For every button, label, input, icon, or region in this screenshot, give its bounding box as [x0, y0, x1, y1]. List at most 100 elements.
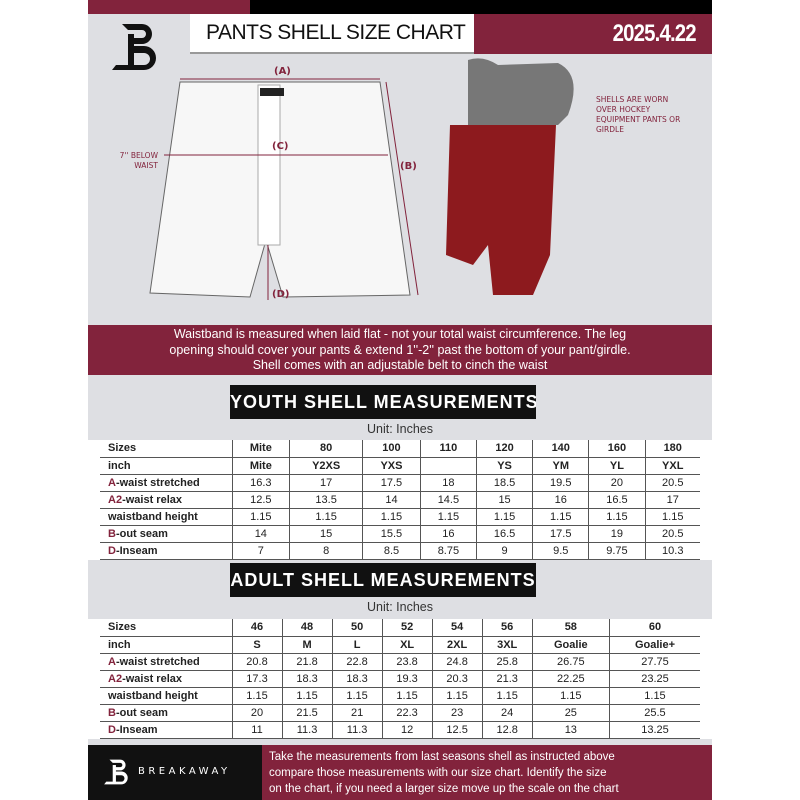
table-cell: 19: [588, 525, 645, 543]
table-cell: 20.8: [231, 653, 283, 671]
table-cell: 20.3: [431, 670, 483, 688]
table-cell: 180: [644, 440, 700, 458]
label-d: (D): [272, 289, 290, 300]
table-cell: 16.3: [231, 474, 290, 492]
table-row: inch S M L XL 2XL 3XL Goalie Goalie+: [100, 636, 700, 654]
table-cell: 16.5: [475, 525, 533, 543]
table-cell: 9.5: [532, 542, 589, 560]
table-cell: 20.5: [644, 525, 700, 543]
row-label-text: inch: [108, 638, 131, 651]
table-cell: 56: [481, 619, 533, 637]
shell-note: SHELLS ARE WORN OVER HOCKEY EQUIPMENT PA…: [596, 95, 681, 134]
table-cell: 25.8: [481, 653, 533, 671]
row-label: B-out seam: [100, 704, 232, 722]
table-cell: 25.5: [608, 704, 700, 722]
page-title: PANTS SHELL SIZE CHART: [190, 14, 474, 54]
breakaway-logo: [112, 24, 156, 70]
footer-line: on the chart, if you need a larger size …: [269, 783, 619, 795]
table-cell: 1.15: [608, 687, 700, 705]
table-cell: 23.8: [381, 653, 433, 671]
row-label-text: -out seam: [115, 527, 168, 540]
table-cell: 50: [331, 619, 383, 637]
table-cell: 13.5: [289, 491, 363, 509]
table-cell: Y2XS: [289, 457, 363, 475]
measure-key: A2: [108, 493, 123, 506]
row-label-text: -waist relax: [122, 493, 182, 506]
table-cell: 1.15: [644, 508, 700, 526]
footer-line: compare those measurements with our size…: [269, 767, 607, 779]
table-cell: 140: [532, 440, 589, 458]
table-cell: 17.3: [231, 670, 283, 688]
table-cell: 21.3: [481, 670, 533, 688]
table-cell: 1.15: [231, 508, 290, 526]
table-cell: 24: [481, 704, 533, 722]
table-cell: 120: [475, 440, 533, 458]
row-label-text: waistband height: [108, 689, 198, 702]
table-cell: 9.75: [588, 542, 645, 560]
table-cell: M: [281, 636, 333, 654]
row-label-text: -waist stretched: [115, 655, 200, 668]
table-cell: 80: [289, 440, 363, 458]
table-cell: 22.8: [331, 653, 383, 671]
row-label-text: waistband height: [108, 510, 198, 523]
table-cell: 21: [331, 704, 383, 722]
shorts-diagram: [149, 58, 574, 300]
table-cell: 100: [362, 440, 421, 458]
table-cell: 12.8: [481, 721, 533, 739]
row-label: Sizes: [100, 619, 232, 637]
table-cell: 20: [231, 704, 283, 722]
table-cell: 25: [531, 704, 610, 722]
row-label: inch: [100, 636, 232, 654]
table-cell: 60: [608, 619, 700, 637]
table-cell: 15: [289, 525, 363, 543]
table-cell: 18.3: [281, 670, 333, 688]
table-cell: 1.15: [281, 687, 333, 705]
label-b: (B): [400, 161, 417, 172]
table-row: Sizes 46 48 50 52 54 56 58 60: [100, 619, 700, 637]
table-row: waistband height 1.15 1.15 1.15 1.15 1.15 1.15…: [100, 508, 700, 526]
table-row: inch Mite Y2XS YXS YS YM YL YXL: [100, 457, 700, 475]
table-cell: 1.15: [475, 508, 533, 526]
table-row: A2-waist relax 17.3 18.3 18.3 19.3 20.3 21.3 22…: [100, 670, 700, 688]
table-cell: 1.15: [419, 508, 477, 526]
diagram: (A) (C) (B) (D) 7'' BELOW WAIST SHELLS A…: [88, 55, 712, 325]
measure-key: A2: [108, 672, 123, 685]
table-cell: 24.8: [431, 653, 483, 671]
table-cell: YS: [475, 457, 533, 475]
banner-line: Waistband is measured when laid flat - n…: [173, 327, 627, 341]
row-label-text: -waist stretched: [115, 476, 200, 489]
table-cell: 11.3: [281, 721, 333, 739]
row-label-text: inch: [108, 459, 131, 472]
table-cell: 17: [289, 474, 363, 492]
youth-table: Sizes Mite 80 100 110 120 140 160 180 inch Mite Y2X…: [100, 440, 700, 560]
footer-brand: BREAKAWAY: [88, 745, 262, 800]
table-cell: 17.5: [362, 474, 421, 492]
table-cell: 11.3: [331, 721, 383, 739]
table-cell: 3XL: [481, 636, 533, 654]
row-label: A-waist stretched: [100, 474, 232, 492]
table-cell: Mite: [231, 457, 290, 475]
measurement-banner: Waistband is measured when laid flat - n…: [88, 325, 712, 375]
table-cell: 1.15: [331, 687, 383, 705]
table-row: A-waist stretched 20.8 21.8 22.8 23.8 24.8 25.…: [100, 653, 700, 671]
row-label: D-Inseam: [100, 542, 232, 560]
adult-title: ADULT SHELL MEASUREMENTS: [230, 563, 536, 597]
table-cell: 16: [532, 491, 589, 509]
table-cell: Goalie+: [608, 636, 700, 654]
table-cell: 1.15: [381, 687, 433, 705]
row-label: A-waist stretched: [100, 653, 232, 671]
table-cell: 20: [588, 474, 645, 492]
table-cell: 18.3: [331, 670, 383, 688]
table-cell: 18.5: [475, 474, 533, 492]
table-cell: 26.75: [531, 653, 610, 671]
table-cell: 17: [644, 491, 700, 509]
table-cell: 1.15: [231, 687, 283, 705]
table-cell: 48: [281, 619, 333, 637]
table-row: waistband height 1.15 1.15 1.15 1.15 1.15 1.15…: [100, 687, 700, 705]
row-label-text: -Inseam: [115, 544, 158, 557]
table-cell: 16.5: [588, 491, 645, 509]
adult-table: Sizes 46 48 50 52 54 56 58 60 inch S M L XL 2XL 3XL Goal…: [100, 619, 700, 739]
row-label: D-Inseam: [100, 721, 232, 739]
table-cell: S: [231, 636, 283, 654]
breakaway-logo: [104, 759, 128, 785]
